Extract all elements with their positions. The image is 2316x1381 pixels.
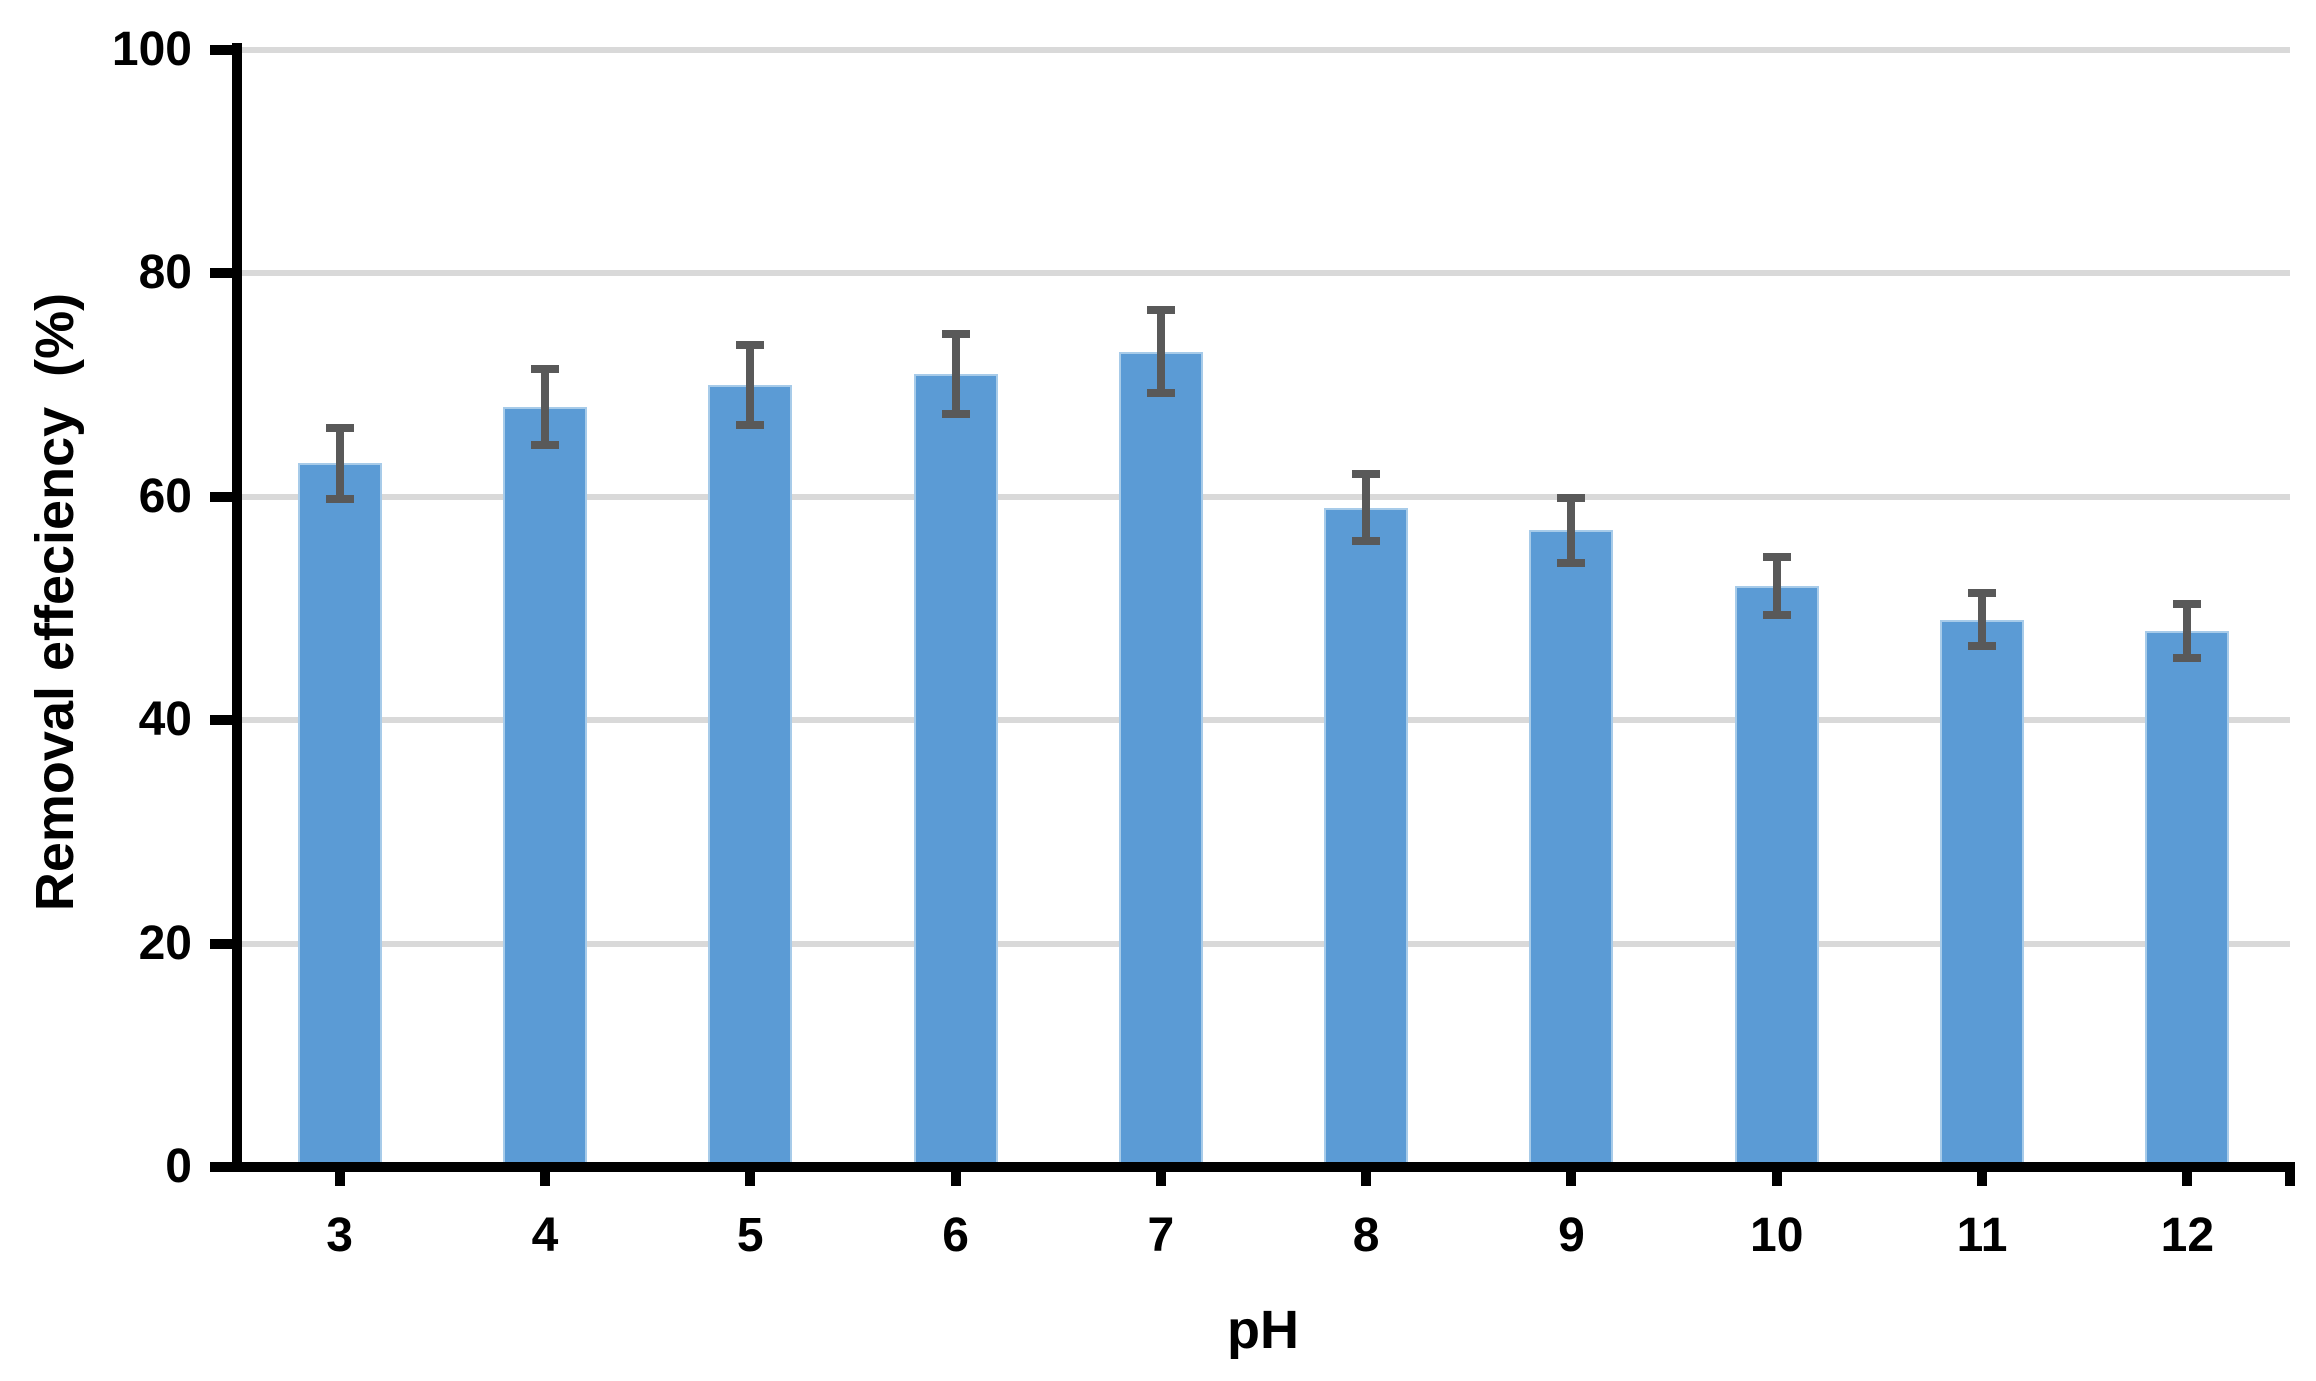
error-bar-cap-bottom: [530, 441, 559, 450]
error-bar-stem: [540, 369, 549, 446]
x-tick: [539, 1172, 550, 1186]
bar: [502, 407, 587, 1172]
bar: [1734, 586, 1819, 1172]
x-tick: [2182, 1172, 2193, 1186]
error-bar-cap-bottom: [1146, 388, 1175, 397]
x-axis-line: [232, 1162, 2295, 1172]
error-bar-cap-bottom: [2173, 653, 2202, 662]
y-tick-label: 80: [138, 246, 192, 300]
bar: [1529, 530, 1614, 1172]
y-tick: [210, 45, 232, 55]
y-tick-label: 0: [165, 1140, 192, 1193]
error-bar-cap-top: [325, 423, 354, 432]
y-gridline: [237, 47, 2290, 53]
bar: [297, 463, 382, 1172]
x-tick-label: 5: [736, 1209, 764, 1262]
error-bar-cap-top: [2173, 600, 2202, 609]
y-axis-line: [232, 43, 242, 1172]
error-bar-cap-top: [1557, 493, 1586, 502]
x-tick-label: 10: [1750, 1209, 1804, 1262]
error-bar-cap-top: [530, 365, 559, 374]
error-bar-stem: [335, 427, 344, 500]
y-gridline: [237, 493, 2290, 500]
error-bar-cap-top: [1762, 553, 1791, 562]
error-bar-cap-bottom: [325, 495, 354, 504]
bar: [1324, 507, 1409, 1172]
error-bar-cap-bottom: [1352, 537, 1381, 546]
error-bar-cap-top: [1968, 588, 1997, 597]
y-tick: [210, 715, 232, 726]
x-axis-end-tick: [2285, 1172, 2295, 1186]
y-tick: [210, 1162, 232, 1172]
y-tick: [210, 491, 232, 502]
x-tick: [950, 1172, 961, 1186]
bar: [708, 385, 793, 1172]
error-bar-cap-bottom: [1968, 642, 1997, 651]
x-tick-label: 11: [1956, 1209, 2008, 1262]
error-bar-cap-bottom: [1557, 558, 1586, 567]
error-bar-stem: [951, 333, 960, 415]
y-tick-label: 60: [138, 469, 192, 523]
bar: [1940, 619, 2025, 1172]
y-gridline: [237, 940, 2290, 947]
x-tick: [1771, 1172, 1782, 1186]
error-bar-cap-top: [736, 340, 765, 349]
error-bar-stem: [1362, 474, 1371, 542]
x-tick-label: 8: [1352, 1209, 1380, 1262]
x-tick-label: 9: [1558, 1209, 1585, 1262]
bar: [913, 373, 998, 1172]
x-tick: [334, 1172, 345, 1186]
error-bar-stem: [1567, 497, 1576, 563]
y-tick-label: 100: [111, 23, 192, 76]
error-bar-cap-top: [1352, 470, 1381, 479]
y-axis-title: Removal effeciency (%): [25, 292, 85, 912]
error-bar-cap-bottom: [1762, 611, 1791, 620]
y-gridline: [237, 270, 2290, 277]
x-tick-label: 4: [531, 1209, 559, 1262]
x-tick-label: 3: [326, 1209, 353, 1262]
error-bar-stem: [2183, 604, 2192, 658]
y-tick: [210, 268, 232, 279]
bar: [1118, 351, 1203, 1172]
x-tick: [745, 1172, 756, 1186]
x-tick-label: 12: [2160, 1209, 2215, 1262]
error-bar-stem: [1156, 310, 1165, 393]
error-bar-cap-bottom: [736, 421, 765, 430]
y-gridline: [237, 717, 2290, 724]
error-bar-stem: [1978, 592, 1987, 647]
x-tick: [1361, 1172, 1372, 1186]
x-tick-label: 6: [942, 1209, 969, 1262]
x-tick: [1155, 1172, 1166, 1186]
error-bar-cap-top: [941, 329, 970, 338]
error-bar-stem: [1772, 557, 1781, 616]
x-axis-title: pH: [1227, 1300, 1299, 1360]
y-tick-label: 40: [138, 693, 192, 747]
x-tick: [1977, 1172, 1988, 1186]
x-tick-label: 7: [1147, 1209, 1175, 1262]
x-tick: [1566, 1172, 1577, 1186]
y-tick-label: 20: [138, 916, 192, 970]
error-bar-cap-top: [1146, 306, 1175, 315]
bar: [2145, 630, 2230, 1172]
y-tick: [210, 938, 232, 949]
error-bar-stem: [746, 344, 755, 426]
error-bar-cap-bottom: [941, 410, 970, 419]
